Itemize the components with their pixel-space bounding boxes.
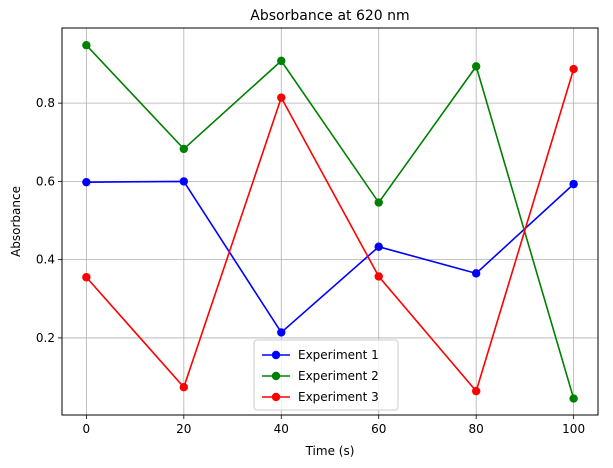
data-point [569,394,578,403]
data-point [179,383,189,392]
x-tick-label: 40 [274,422,289,436]
series-group [82,41,578,403]
series-1 [82,177,578,337]
data-point [374,242,383,251]
x-tick-label: 100 [562,422,585,436]
data-point [569,179,578,189]
y-axis-title: Absorbance [9,186,23,257]
y-tick-label: 0.2 [36,331,55,345]
legend-label: Experiment 3 [298,390,379,404]
data-point [471,269,481,278]
x-tick-label: 60 [371,422,386,436]
legend-swatch-marker [271,371,281,381]
y-tick-label: 0.8 [36,96,55,110]
data-point [277,93,286,102]
legend-item: Experiment 3 [262,390,379,404]
x-tick-label: 0 [83,422,91,436]
legend-swatch-marker [271,350,281,360]
data-point [374,198,383,207]
y-tick-label: 0.4 [36,253,55,267]
x-axis-title: Time (s) [305,444,355,458]
y-tick-label: 0.6 [36,174,55,188]
series-3 [82,64,578,396]
series-line [85,68,575,393]
data-point [277,328,286,337]
legend-label: Experiment 2 [298,369,379,383]
data-point [569,64,578,74]
data-point [82,41,91,50]
data-point [471,62,481,71]
data-point [179,144,189,154]
series-line [85,44,575,399]
legend-swatch-marker [271,392,281,402]
chart-title: Absorbance at 620 nm [250,8,409,24]
x-tick-label: 20 [176,422,191,436]
legend-box [253,339,399,411]
x-tick-label: 80 [469,422,484,436]
legend-label: Experiment 1 [298,348,379,362]
series-line [86,180,575,334]
legend: Experiment 1 Experiment 2 Experiment 3 [253,339,399,411]
plot-frame [61,27,599,416]
legend-item: Experiment 2 [262,369,379,383]
data-point [179,177,189,186]
series-2 [82,41,578,403]
data-point [471,386,481,396]
data-point [82,273,91,282]
legend-item: Experiment 1 [262,348,379,362]
data-point [82,177,91,187]
ticks: 0 20 40 60 80 100 0.2 0.4 0.6 0.8 [36,96,585,436]
data-point [374,272,383,281]
data-point [277,56,286,66]
